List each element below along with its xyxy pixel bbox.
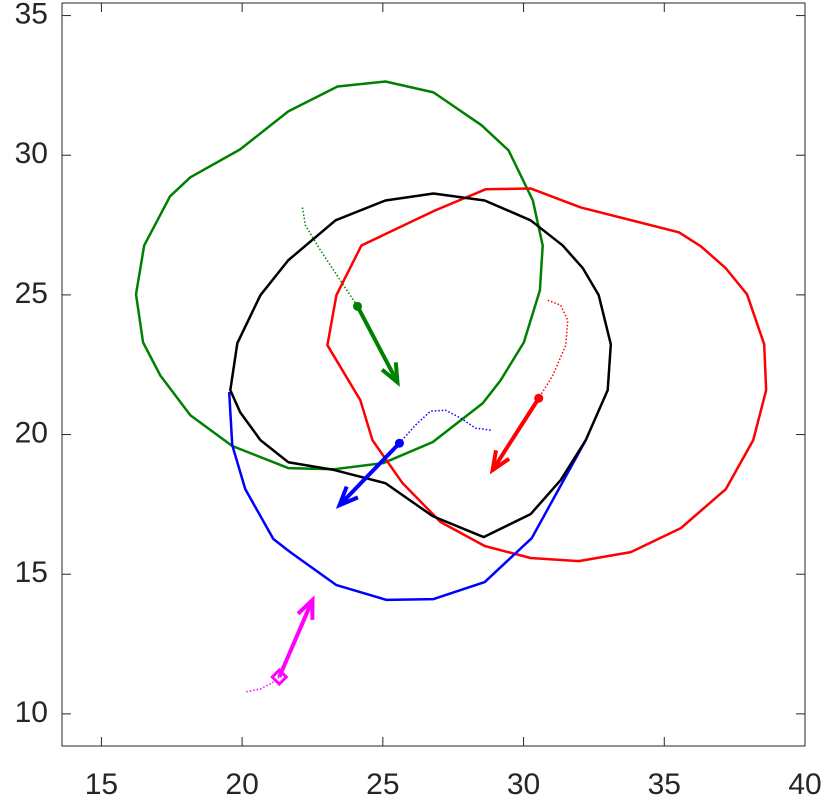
x-tick-label: 20 (225, 768, 258, 801)
start-marker (353, 301, 363, 311)
curve (301, 207, 359, 307)
arrow-shaft (338, 441, 401, 507)
x-tick-label: 40 (788, 768, 821, 801)
x-tick-label: 35 (648, 768, 681, 801)
arrow-head (296, 595, 315, 620)
arrow-head (335, 485, 359, 509)
x-tick-label: 15 (85, 768, 118, 801)
curve (227, 392, 587, 602)
curve (134, 80, 544, 471)
arrow-head (380, 362, 400, 387)
axes-box (61, 2, 806, 747)
x-tick-label: 30 (507, 768, 540, 801)
arrow-shaft (355, 305, 400, 384)
curve (229, 192, 613, 539)
start-marker (270, 667, 289, 687)
curve (538, 299, 569, 399)
arrow-shaft (277, 599, 315, 678)
curve (326, 187, 768, 563)
y-tick-label: 20 (15, 416, 48, 449)
y-tick-label: 30 (15, 137, 48, 170)
y-tick-label: 15 (15, 556, 48, 589)
start-marker (394, 438, 404, 448)
y-tick-label: 25 (15, 277, 48, 310)
arrow-shaft (490, 397, 541, 472)
x-tick-label: 25 (366, 768, 399, 801)
curve (398, 409, 491, 444)
y-tick-label: 35 (15, 0, 48, 30)
arrow-head (489, 449, 511, 475)
start-marker (534, 393, 544, 403)
y-tick-label: 10 (15, 696, 48, 729)
